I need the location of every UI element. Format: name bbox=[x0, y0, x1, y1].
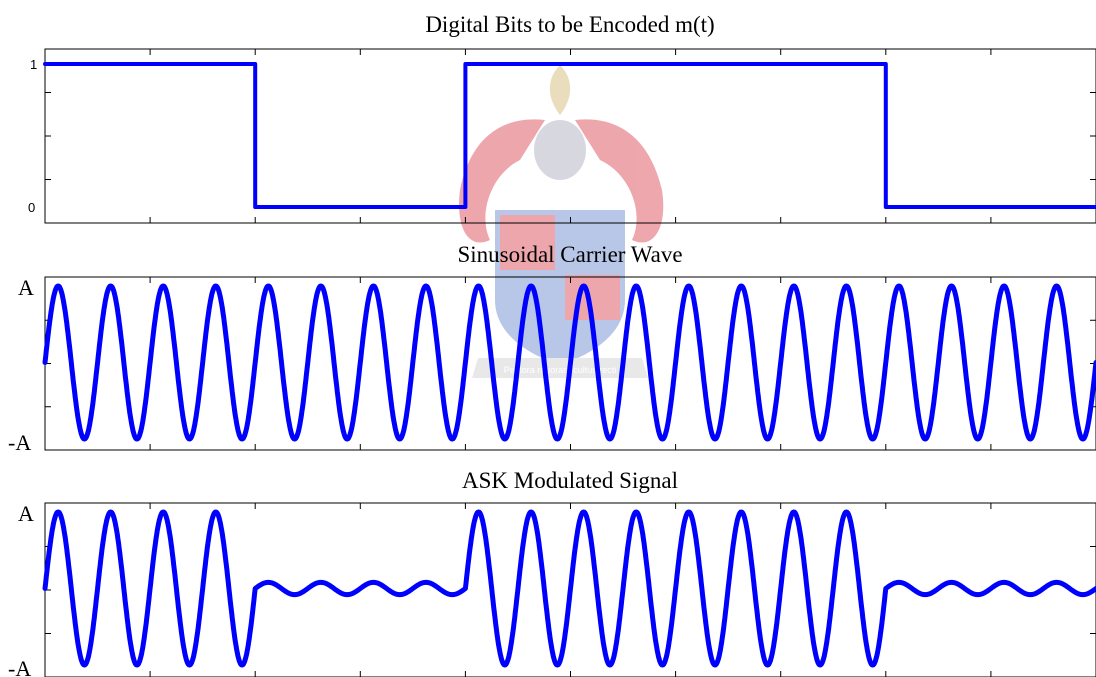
crest-motto: Pectora roborant cultus recti bbox=[504, 365, 617, 375]
carrier-wave-panel: Sinusoidal Carrier Wave A -A bbox=[8, 242, 1096, 455]
carrier-wave-trace bbox=[42, 283, 1096, 442]
digital-bits-title: Digital Bits to be Encoded m(t) bbox=[425, 12, 714, 37]
ytick-label-1: 1 bbox=[30, 57, 37, 72]
ask-signal-title: ASK Modulated Signal bbox=[462, 468, 678, 493]
crest-mantle-left bbox=[459, 119, 545, 243]
crest-mantle-right bbox=[575, 119, 664, 243]
digital-bits-panel: Digital Bits to be Encoded m(t) 1 0 bbox=[28, 12, 1096, 224]
crest-helmet bbox=[534, 120, 586, 180]
ask-signal-trace bbox=[42, 509, 1096, 668]
ytick-label-A: A bbox=[18, 275, 34, 300]
ytick-label-0: 0 bbox=[28, 200, 35, 215]
ask-signal-panel: ASK Modulated Signal A -A bbox=[8, 468, 1096, 677]
carrier-wave-title: Sinusoidal Carrier Wave bbox=[457, 242, 682, 267]
ytick-label-minus-A: -A bbox=[8, 430, 31, 455]
ytick-label-A: A bbox=[18, 501, 34, 526]
digital-bits-trace bbox=[43, 62, 1096, 209]
crest-plume bbox=[549, 65, 571, 115]
digital-bits-ticks bbox=[45, 48, 1096, 224]
crest-shield-quarter bbox=[500, 215, 555, 270]
ytick-label-minus-A: -A bbox=[8, 656, 31, 677]
